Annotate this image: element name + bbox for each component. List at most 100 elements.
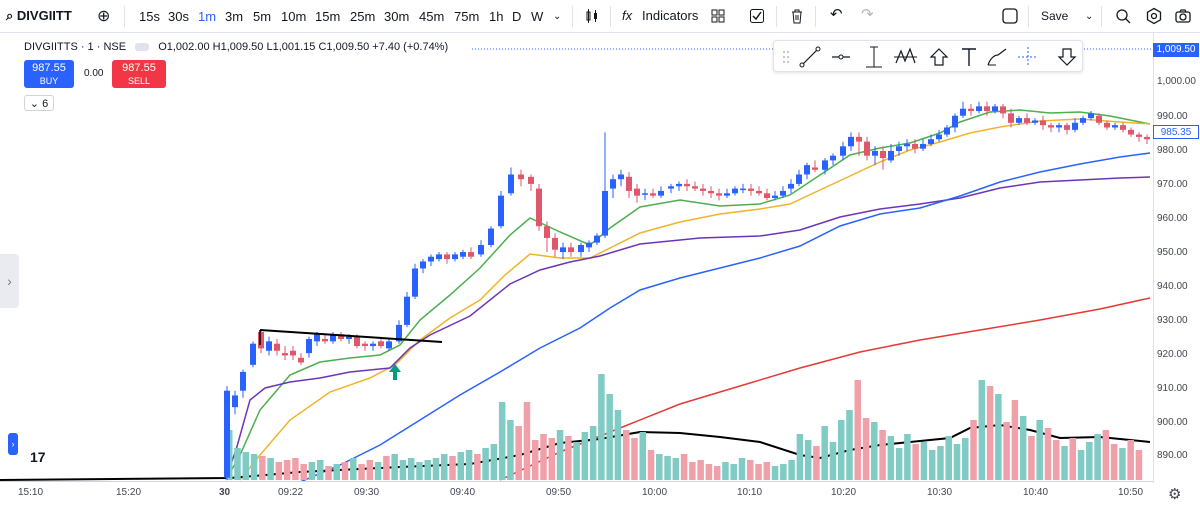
legend-low: L1,001.15 xyxy=(266,41,316,53)
volume-bar xyxy=(1119,448,1126,480)
price-chart[interactable] xyxy=(0,0,1153,481)
candle-body xyxy=(1144,136,1150,140)
redo-icon[interactable]: ↷ xyxy=(861,6,874,23)
volume-bar xyxy=(565,436,572,480)
trend-line-icon[interactable] xyxy=(799,46,821,68)
timeframe-75m[interactable]: 75m xyxy=(454,9,480,24)
arrow-down-icon[interactable] xyxy=(1057,48,1077,66)
timeframe-10m[interactable]: 10m xyxy=(281,9,307,24)
horizontal-line-icon[interactable] xyxy=(832,54,850,60)
candle-body xyxy=(594,235,600,243)
price-range-icon[interactable] xyxy=(866,46,882,68)
volume-bar xyxy=(366,460,374,480)
candle-body xyxy=(518,174,524,180)
volume-bar xyxy=(912,444,919,480)
timeframe-15m[interactable]: 15m xyxy=(315,9,341,24)
timeframe-3m[interactable]: 3m xyxy=(225,9,244,24)
volume-bar xyxy=(1019,416,1027,480)
undo-icon[interactable]: ↶ xyxy=(830,6,843,23)
settings-gear-icon[interactable] xyxy=(1145,7,1163,25)
candle-body xyxy=(322,339,328,342)
crosshair-icon[interactable] xyxy=(1018,47,1038,67)
indicators-button[interactable]: Indicators xyxy=(642,8,699,23)
timeframe-dropdown-icon[interactable]: ⌄ xyxy=(553,11,562,22)
price-tick: 950.00 xyxy=(1157,247,1188,258)
candle-body xyxy=(642,193,648,195)
indicators-collapse-toggle[interactable]: ⌄ 6 xyxy=(24,95,54,111)
symbol-search[interactable]: ⌕ DIVGIITT xyxy=(6,8,72,24)
volume-bar xyxy=(399,460,407,480)
time-tick: 10:30 xyxy=(927,487,953,498)
candle-body xyxy=(508,174,514,194)
alert-check-icon[interactable] xyxy=(748,7,766,25)
buy-button[interactable]: 987.55 BUY xyxy=(24,60,74,88)
save-dropdown-icon[interactable]: ⌄ xyxy=(1085,11,1094,22)
text-tool-icon[interactable] xyxy=(962,48,976,66)
candle-body xyxy=(578,245,584,253)
compare-add-icon[interactable]: ⊕ xyxy=(97,8,111,25)
volume-bar xyxy=(871,422,878,480)
time-tick: 09:30 xyxy=(354,487,380,498)
sell-button[interactable]: 987.55 SELL xyxy=(112,60,166,88)
legend-symbol[interactable]: DIVGIITTS · 1 · NSE xyxy=(24,41,127,53)
candle-body xyxy=(872,151,878,156)
axis-settings-icon[interactable]: ⚙ xyxy=(1168,486,1182,503)
save-button[interactable]: Save xyxy=(1041,9,1069,23)
candle-body xyxy=(1024,118,1030,123)
price-tick: 940.00 xyxy=(1157,281,1188,292)
timeframe-D[interactable]: D xyxy=(512,9,522,24)
legend-eye-icon[interactable] xyxy=(135,43,150,52)
indicators-fx-icon[interactable]: fx xyxy=(622,8,633,23)
volume-bar xyxy=(722,462,729,480)
volume-bar xyxy=(631,438,638,480)
legend-high: H1,009.50 xyxy=(212,41,264,53)
price-axis[interactable] xyxy=(1153,33,1200,483)
trash-icon[interactable] xyxy=(788,7,806,25)
candle-style-icon[interactable] xyxy=(583,7,601,25)
volume-bar xyxy=(647,450,655,480)
volume-bar xyxy=(738,458,746,480)
toolbar-divider xyxy=(572,6,573,27)
timeframe-25m[interactable]: 25m xyxy=(350,9,376,24)
volume-bar xyxy=(457,452,465,480)
drag-handle-icon[interactable] xyxy=(783,51,789,63)
volume-bar xyxy=(697,460,704,480)
volume-bar xyxy=(986,386,994,480)
sell-label: SELL xyxy=(127,76,151,86)
volume-bar xyxy=(920,442,928,480)
volume-bar xyxy=(771,466,779,480)
scroll-handle-icon[interactable]: › xyxy=(8,433,18,455)
timeframe-30m[interactable]: 30m xyxy=(384,9,410,24)
volume-bar xyxy=(689,462,696,480)
volume-bar xyxy=(962,438,969,480)
toolbar-divider xyxy=(610,6,611,27)
volume-bar xyxy=(1028,436,1035,480)
buy-price: 987.55 xyxy=(32,62,66,74)
timeframe-45m[interactable]: 45m xyxy=(419,9,445,24)
quick-search-icon[interactable] xyxy=(1114,7,1132,25)
candle-body xyxy=(1104,122,1110,128)
candle-body xyxy=(404,296,410,325)
timeframe-1m[interactable]: 1m xyxy=(198,9,217,24)
candle-body xyxy=(856,136,862,142)
timeframe-30s[interactable]: 30s xyxy=(168,9,189,24)
candle-body xyxy=(756,190,762,194)
templates-grid-icon[interactable] xyxy=(709,7,727,25)
timeframe-1h[interactable]: 1h xyxy=(489,9,504,24)
timeframe-5m[interactable]: 5m xyxy=(253,9,272,24)
expand-sidebar-chevron-icon[interactable]: › xyxy=(0,254,19,308)
candle-body xyxy=(1048,125,1054,128)
volume-bar xyxy=(300,464,307,480)
arrow-up-icon[interactable] xyxy=(929,48,949,66)
candle-body xyxy=(840,146,846,156)
layout-toggle-icon[interactable] xyxy=(1001,7,1019,25)
timeframe-W[interactable]: W xyxy=(531,9,544,24)
brush-icon[interactable] xyxy=(987,48,1007,66)
pattern-icon[interactable] xyxy=(894,47,917,64)
volume-bar xyxy=(267,458,274,480)
search-icon: ⌕ xyxy=(6,8,14,23)
volume-bar xyxy=(895,448,903,480)
timeframe-15s[interactable]: 15s xyxy=(139,9,160,24)
camera-icon[interactable] xyxy=(1174,7,1192,25)
candle-body xyxy=(960,108,966,116)
